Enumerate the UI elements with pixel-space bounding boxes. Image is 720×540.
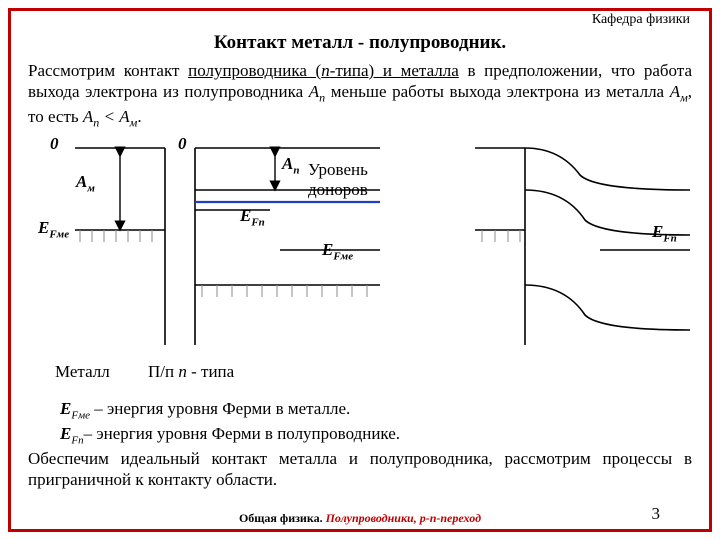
Am-label: Ам [76, 172, 95, 194]
EFme-label-1: EFме [38, 218, 69, 240]
closing-paragraph: Обеспечим идеальный контакт металла и по… [28, 448, 692, 491]
energy-diagram: 0 0 Ам Аn EFме EFn EFме EFn Уровень доно… [20, 130, 700, 360]
page-number: 3 [652, 504, 661, 524]
footer: Общая физика. Полупроводники, p-n-перехо… [0, 511, 720, 526]
intro-paragraph: Рассмотрим контакт полупроводника (n-тип… [28, 60, 692, 130]
definitions: EFме – энергия уровня Ферми в металле. E… [60, 398, 400, 448]
panel-contact [475, 148, 690, 345]
donor-label-1: Уровень [308, 160, 368, 180]
dept-label: Кафедра физики [592, 12, 690, 28]
zero-label-1: 0 [50, 134, 59, 154]
def-EFme: EFме – энергия уровня Ферми в металле. [60, 398, 400, 423]
def-EFn: EFn– энергия уровня Ферми в полупроводни… [60, 423, 400, 448]
donor-label-2: доноров [308, 180, 368, 200]
An-label: Аn [282, 154, 299, 176]
slide-title: Контакт металл - полупроводник. [0, 32, 720, 54]
panel-captions: Металл П/п n - типа [55, 362, 234, 382]
EFn-label-1: EFn [240, 206, 265, 228]
EFme-label-2: EFме [322, 240, 353, 262]
EFn-label-2: EFn [652, 222, 677, 244]
zero-label-2: 0 [178, 134, 187, 154]
